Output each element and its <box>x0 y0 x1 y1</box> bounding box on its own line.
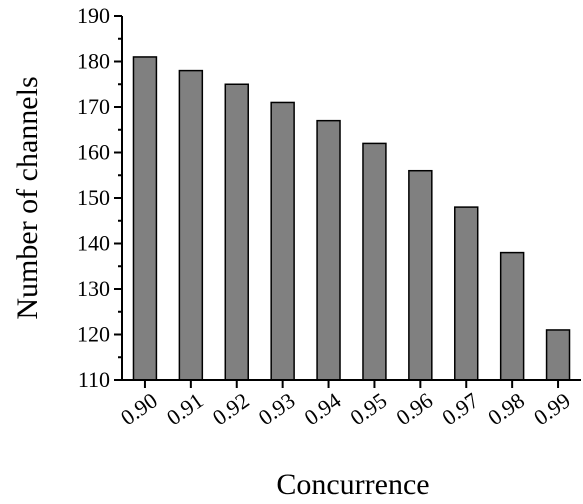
y-axis: 110 120 130 140 150 160 170 180 190 <box>77 3 123 392</box>
bar-0.94 <box>316 119 341 381</box>
y-tick-label-130: 130 <box>77 276 110 301</box>
x-tick-label-0.93: 0.93 <box>254 388 300 431</box>
y-tick-label-190: 190 <box>77 3 110 28</box>
bar-0.98 <box>499 251 525 381</box>
x-tick-label-0.92: 0.92 <box>208 388 254 431</box>
bars-group <box>132 56 571 381</box>
y-tick-label-120: 120 <box>77 322 110 347</box>
x-tick-label-0.91: 0.91 <box>162 388 208 431</box>
x-tick-label-0.96: 0.96 <box>391 388 437 431</box>
bar-0.92 <box>224 83 249 381</box>
x-axis: 0.90 0.91 0.92 0.93 0.94 0.95 0.96 0.97 0.98 0.99 <box>116 379 581 431</box>
bar-0.90 <box>132 56 158 381</box>
y-tick-label-150: 150 <box>77 185 110 210</box>
x-tick-label-0.94: 0.94 <box>300 388 346 431</box>
x-tick-label-0.98: 0.98 <box>483 388 529 431</box>
x-tick-label-0.99: 0.99 <box>529 388 575 431</box>
x-tick-label-0.97: 0.97 <box>437 388 483 431</box>
bar-0.93 <box>270 101 295 381</box>
bar-0.91 <box>178 69 204 381</box>
bar-0.96 <box>408 169 433 381</box>
x-axis-label: Concurrence <box>276 468 429 501</box>
x-tick-label-0.90: 0.90 <box>116 388 162 431</box>
y-tick-label-140: 140 <box>77 231 110 256</box>
y-tick-label-110: 110 <box>78 367 110 392</box>
y-tick-label-170: 170 <box>77 94 110 119</box>
y-tick-label-180: 180 <box>77 49 110 74</box>
y-tick-label-160: 160 <box>77 140 110 165</box>
y-axis-label: Number of channels <box>11 76 44 319</box>
bar-0.95 <box>362 142 387 381</box>
bar-0.97 <box>454 206 479 381</box>
x-tick-label-0.95: 0.95 <box>345 388 391 431</box>
bar-0.99 <box>545 329 571 381</box>
